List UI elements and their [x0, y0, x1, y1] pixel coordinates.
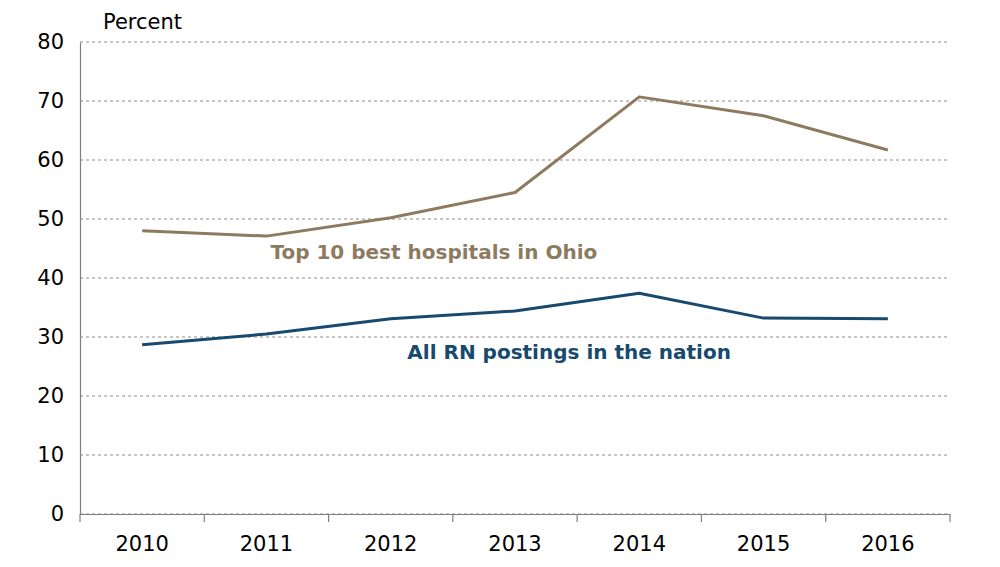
x-divider	[204, 514, 205, 522]
x-tick: 2015	[737, 514, 790, 556]
y-tick: 40	[37, 266, 80, 290]
y-tick-label: 80	[37, 30, 64, 54]
x-tick-label: 2010	[115, 532, 168, 556]
y-tick: 0	[51, 502, 80, 526]
y-tick-label: 10	[37, 443, 64, 467]
x-axis-line	[81, 514, 951, 515]
x-divider	[577, 514, 578, 522]
x-tick: 2011	[240, 514, 293, 556]
x-divider	[452, 514, 453, 522]
y-tick: 10	[37, 443, 80, 467]
x-divider	[328, 514, 329, 522]
x-divider	[701, 514, 702, 522]
x-divider	[825, 514, 826, 522]
grid-line	[80, 42, 950, 43]
x-divider	[949, 514, 950, 522]
y-tick: 30	[37, 325, 80, 349]
x-tick: 2016	[861, 514, 914, 556]
x-dividers	[80, 514, 950, 522]
y-tick: 70	[37, 89, 80, 113]
grid-line	[80, 101, 950, 102]
y-tick-label: 70	[37, 89, 64, 113]
x-tick-label: 2011	[240, 532, 293, 556]
plot: 0102030405060708020102011201220132014201…	[37, 30, 950, 556]
grid-line	[80, 160, 950, 161]
y-axis-title: Percent	[103, 10, 182, 34]
x-axis: 2010 2011 2012 2013 2014 2015 2016	[80, 514, 951, 556]
grid-line	[80, 278, 950, 279]
y-axis: 0 10 20 30 40 50 60 70 80	[37, 30, 80, 526]
series-line	[142, 97, 888, 236]
y-tick-label: 20	[37, 384, 64, 408]
x-tick-label: 2013	[488, 532, 541, 556]
chart: 0102030405060708020102011201220132014201…	[0, 0, 1000, 567]
y-tick-label: 40	[37, 266, 64, 290]
y-tick-label: 50	[37, 207, 64, 231]
x-tick-label: 2016	[861, 532, 914, 556]
grid-line	[80, 219, 950, 220]
grid-line	[80, 455, 950, 456]
grid	[80, 42, 950, 514]
y-tick-label: 30	[37, 325, 64, 349]
y-tick-label: 60	[37, 148, 64, 172]
x-tick-label: 2014	[613, 532, 666, 556]
x-tick: 2012	[364, 514, 417, 556]
series-label: All RN postings in the nation	[407, 340, 731, 364]
y-tick: 20	[37, 384, 80, 408]
x-tick: 2014	[613, 514, 666, 556]
x-tick-label: 2015	[737, 532, 790, 556]
series-label: Top 10 best hospitals in Ohio	[270, 240, 597, 264]
grid-line	[80, 396, 950, 397]
x-tick: 2013	[488, 514, 541, 556]
y-tick: 80	[37, 30, 80, 54]
y-tick: 60	[37, 148, 80, 172]
y-tick: 50	[37, 207, 80, 231]
y-tick-label: 0	[51, 502, 64, 526]
y-axis-line	[80, 43, 81, 515]
lines	[142, 97, 888, 345]
x-divider	[79, 514, 80, 522]
x-tick-label: 2012	[364, 532, 417, 556]
grid-line	[80, 514, 950, 515]
series-line	[142, 293, 888, 344]
x-tick: 2010	[115, 514, 168, 556]
